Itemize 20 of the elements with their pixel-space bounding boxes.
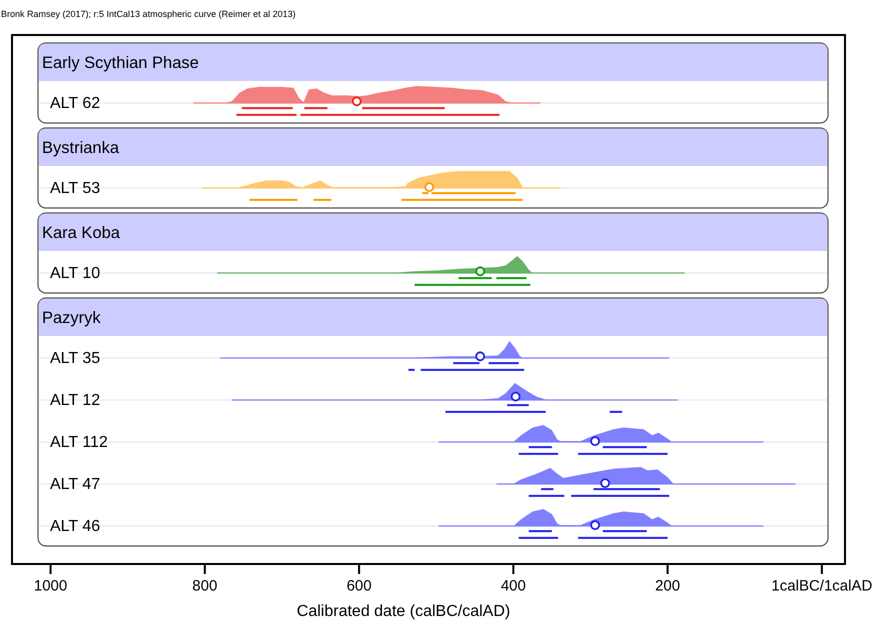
x-axis-title: Calibrated date (calBC/calAD) [296, 603, 510, 620]
chart-title: Pazyryk [42, 309, 102, 327]
x-tick-label: 600 [346, 578, 372, 595]
x-tick-label: 400 [500, 578, 526, 595]
chart-title: Kara Koba [42, 224, 121, 242]
x-tick-label: 1000 [34, 578, 68, 595]
text: ALT 10 [50, 265, 100, 282]
x-tick-label: 1calBC/1calAD [771, 578, 872, 595]
text: ALT 46 [50, 518, 100, 535]
text: ALT 47 [50, 476, 100, 493]
text: ALT 53 [50, 180, 100, 197]
x-tick-label: 800 [192, 578, 218, 595]
x-tick-label: 200 [655, 578, 680, 595]
text: ALT 62 [50, 95, 100, 112]
text: Bronk Ramsey (2017); r:5 IntCal13 atmospheric curve (Reimer et al 2013) [1, 9, 296, 19]
chart-title: Early Scythian Phase [42, 54, 199, 72]
text: ALT 112 [50, 434, 108, 451]
text: ALT 12 [50, 392, 100, 409]
chart-title: Bystrianka [42, 139, 120, 157]
text: ALT 35 [50, 350, 100, 367]
